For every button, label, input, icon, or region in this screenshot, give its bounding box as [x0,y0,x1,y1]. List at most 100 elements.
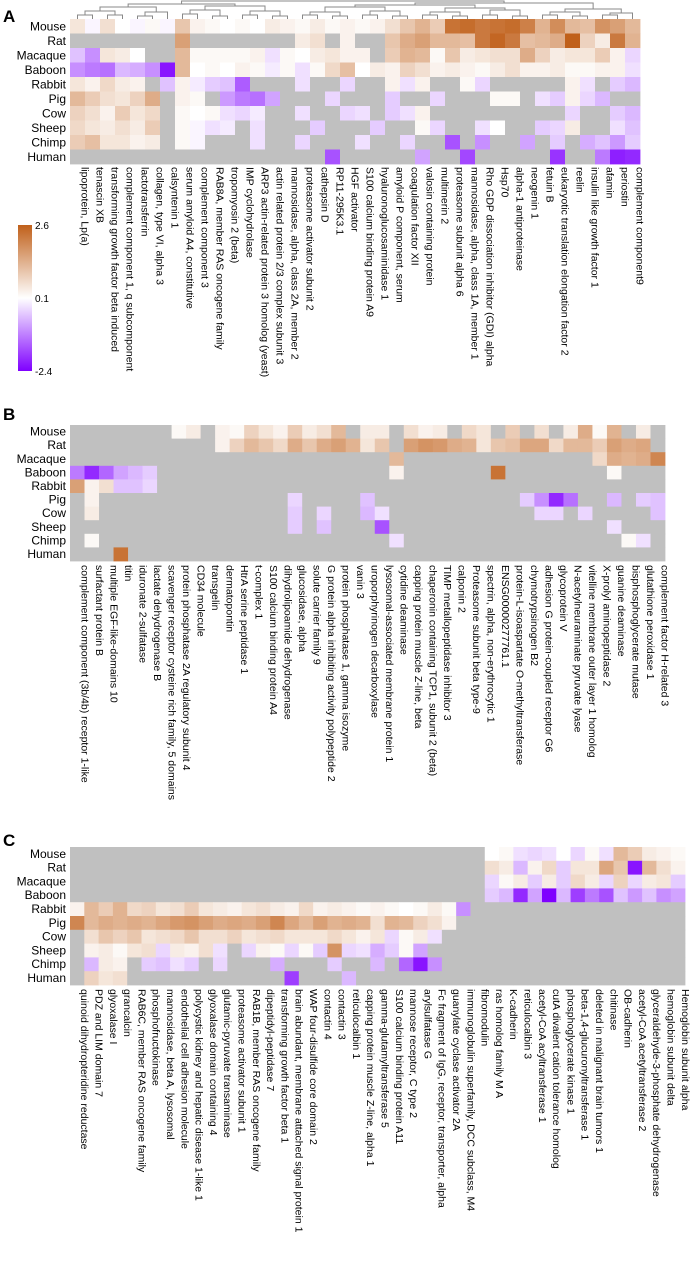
heatmap-cell [476,479,492,494]
heatmap-cell [142,425,158,439]
heatmap-cell [595,77,611,92]
heatmap-cell [548,547,564,562]
heatmap-cell [642,888,657,903]
heatmap-cell [98,847,114,862]
heatmap-cell [499,888,514,903]
column-label: mannosidase, alpha, class 2A, member 2 [289,167,301,360]
heatmap-cell [100,135,116,150]
heatmap-cell [340,149,356,165]
heatmap-cell [441,847,457,862]
heatmap-cell [627,847,643,862]
heatmap-cell [258,465,274,480]
heatmap-cell [171,520,187,535]
heatmap-cell [227,874,243,889]
heatmap-cell [284,971,300,986]
panel-label: C [3,831,15,850]
heatmap-cell [84,916,99,931]
heatmap-cell [85,62,101,78]
heatmap-cell [265,149,281,165]
heatmap-cell [456,902,471,917]
column-label: acetyl-CoA acyltransferase 1 [536,989,548,1123]
heatmap-cell [580,91,596,107]
heatmap-cell [670,860,686,875]
column-label: chaperonin containing TCP1, subunit 2 (b… [427,565,439,776]
heatmap-cell [284,957,300,972]
heatmap-cell [98,902,114,917]
heatmap-cell [313,874,328,889]
heatmap-cell [400,120,416,136]
heatmap-cell [171,479,187,494]
heatmap-cell [475,91,491,107]
heatmap-cell [160,33,176,49]
heatmap-cell [445,120,461,136]
heatmap-cell [642,902,657,917]
heatmap-cell [565,91,581,107]
heatmap-cell [621,425,637,439]
heatmap-cell [130,33,146,49]
heatmap-cell [374,547,390,562]
column-label: G protein alpha inhibiting activity poly… [325,565,337,782]
dendrogram-branch [602,14,618,19]
heatmap-cell [563,506,579,521]
row-label: Cow [42,506,66,520]
heatmap-cell [550,135,566,150]
heatmap-cell [70,438,85,453]
heatmap-cell [556,929,571,944]
heatmap-cell [635,438,651,453]
heatmap-cell [115,48,131,63]
heatmap-cell [255,943,271,958]
heatmap-cell [461,425,477,439]
heatmap-cell [155,874,171,889]
row-label: Chimp [31,135,66,149]
heatmap-cell [295,62,311,78]
heatmap-cell [128,520,143,535]
heatmap-cell [584,888,600,903]
heatmap-cell [625,48,641,63]
heatmap-cell [170,916,185,931]
heatmap-cell [548,520,564,535]
heatmap-cell [284,874,300,889]
heatmap-cell [127,847,142,862]
heatmap-cell [656,874,672,889]
heatmap-cell [141,971,157,986]
heatmap-cell [250,120,266,136]
heatmap-cell [460,62,476,78]
column-label: complement component 1, q subcomponent [124,167,136,371]
heatmap-cell [430,33,446,49]
heatmap-cell [84,957,99,972]
heatmap-cell [112,943,128,958]
heatmap-cell [385,19,401,34]
heatmap-cell [241,929,257,944]
heatmap-cell [621,493,637,507]
heatmap-cell [128,493,143,507]
heatmap-cell [141,943,157,958]
heatmap-cell [115,135,131,150]
heatmap-cell [345,479,361,494]
column-label: ras homolog family M A [493,989,505,1098]
heatmap-cell [190,33,206,49]
heatmap-cell [157,465,172,480]
heatmap-cell [505,479,521,494]
heatmap-cell [475,149,491,165]
heatmap-cell [565,19,581,34]
heatmap-cell [475,77,491,92]
heatmap-cell [171,493,187,507]
heatmap-cell [441,957,457,972]
heatmap-cell [284,902,300,917]
heatmap-cell [584,971,600,986]
colorbar-bar [18,225,32,371]
column-label: hemoglobin subunit delta [665,989,677,1106]
heatmap-cell [599,943,614,958]
heatmap-cell [100,91,116,107]
column-label: actin related protein 2/3 complex subuni… [274,167,286,364]
row-label: Mouse [30,19,66,33]
heatmap-cell [384,874,400,889]
heatmap-cell [345,425,361,439]
heatmap-cell [200,438,216,453]
heatmap-cell [280,91,296,107]
heatmap-cell [220,135,236,150]
heatmap-cell [295,48,311,63]
heatmap-cell [534,520,550,535]
heatmap-cell [302,533,318,548]
heatmap-cell [595,106,611,121]
